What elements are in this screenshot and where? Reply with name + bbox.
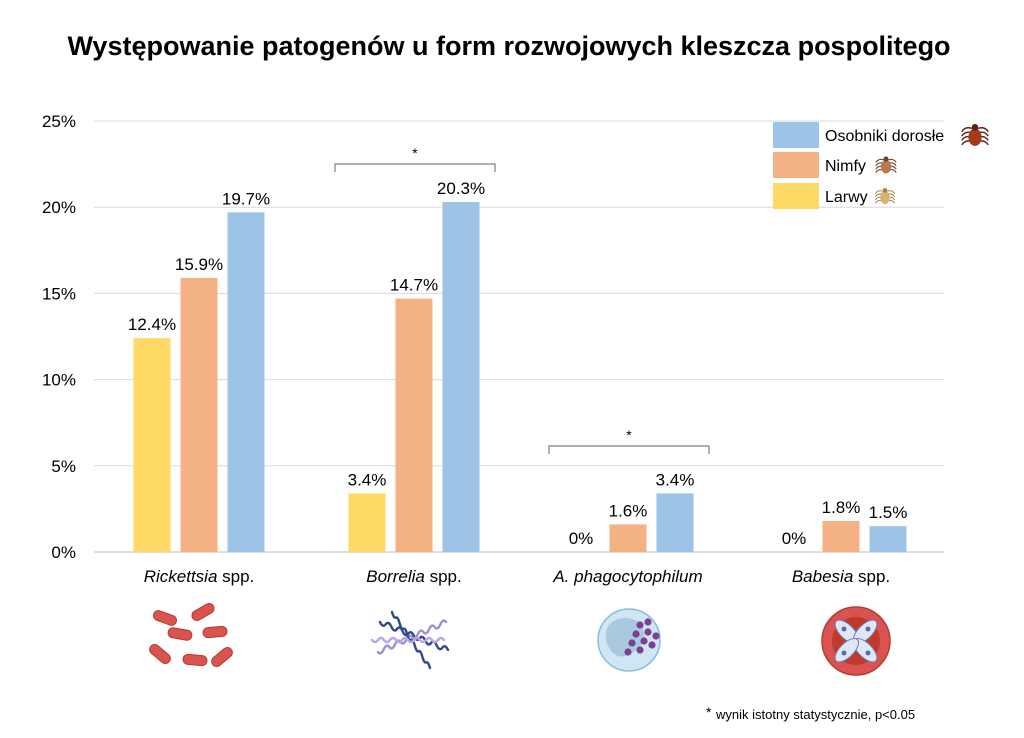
- bar-nimfy: [822, 520, 860, 552]
- footnote-star: *: [706, 704, 712, 720]
- spirochete-icon: [370, 610, 450, 670]
- data-label: 1.8%: [822, 498, 861, 517]
- data-label: 1.5%: [869, 503, 908, 522]
- significance-brackets: **: [334, 145, 710, 454]
- bar-adult: [656, 493, 694, 552]
- y-tick-label: 5%: [51, 457, 76, 476]
- legend-item: Osobniki dorosłe: [773, 122, 989, 148]
- data-label: 12.4%: [128, 315, 176, 334]
- y-axis-ticks: 0% 5% 10% 15% 20% 25%: [42, 112, 76, 562]
- bar-adult: [227, 212, 265, 552]
- legend-item: Nimfy: [773, 152, 897, 178]
- legend-label: Larwy: [825, 189, 868, 206]
- bar-adult: [442, 202, 480, 552]
- category-label: Babesia spp.: [792, 567, 890, 586]
- category-label: Borrelia spp.: [366, 567, 461, 586]
- data-labels: 12.4% 3.4% 0% 0% 15.9% 14.7% 1.6% 1.8% 19.7% 20.3…: [128, 179, 907, 548]
- y-tick-label: 10%: [42, 371, 76, 390]
- bar-nimfy: [609, 524, 647, 552]
- significance-star: *: [626, 427, 632, 443]
- legend-label: Nimfy: [825, 158, 866, 175]
- y-tick-label: 15%: [42, 284, 76, 303]
- legend-label: Osobniki dorosłe: [825, 128, 944, 145]
- bar-larwy: [133, 338, 171, 552]
- legend-swatch: [773, 122, 819, 148]
- larva-tick-icon: [874, 188, 896, 204]
- infected-cell-icon: [597, 608, 661, 672]
- category-label: Rickettsia spp.: [144, 567, 255, 586]
- adult-tick-icon: [961, 124, 989, 146]
- y-tick-label: 25%: [42, 112, 76, 131]
- data-label: 1.6%: [609, 501, 648, 520]
- y-tick-label: 20%: [42, 198, 76, 217]
- data-label: 3.4%: [656, 470, 695, 489]
- bar-nimfy: [180, 277, 218, 552]
- data-label: 19.7%: [222, 189, 270, 208]
- data-label: 3.4%: [348, 470, 387, 489]
- pathogen-icons: [149, 603, 891, 676]
- legend-swatch: [773, 152, 819, 178]
- data-label: 0%: [569, 529, 594, 548]
- bar-adult: [869, 526, 907, 552]
- data-label: 15.9%: [175, 255, 223, 274]
- data-label: 14.7%: [390, 276, 438, 295]
- category-labels: Rickettsia spp. Borrelia spp. A. phagocyto…: [144, 567, 890, 586]
- data-label: 0%: [782, 529, 807, 548]
- nymph-tick-icon: [875, 156, 897, 174]
- legend: Osobniki dorosłe Nimfy Larwy: [773, 122, 989, 209]
- significance-bracket: [334, 163, 496, 172]
- y-tick-label: 0%: [51, 543, 76, 562]
- bars: [133, 202, 907, 552]
- data-label: 20.3%: [437, 179, 485, 198]
- chart-title: Występowanie patogenów u form rozwojowyc…: [67, 31, 950, 61]
- babesia-erythrocyte-icon: [821, 606, 891, 676]
- significance-star: *: [412, 145, 418, 161]
- legend-item: Larwy: [773, 183, 896, 209]
- bar-larwy: [348, 493, 386, 552]
- bar-nimfy: [395, 298, 433, 552]
- category-label: A. phagocytophilum: [552, 567, 702, 586]
- footnote: * wynik istotny statystycznie, p<0.05: [706, 704, 915, 722]
- rod-bacteria-icon: [149, 603, 233, 667]
- significance-bracket: [548, 445, 710, 454]
- footnote-text: wynik istotny statystycznie, p<0.05: [715, 707, 915, 722]
- legend-swatch: [773, 183, 819, 209]
